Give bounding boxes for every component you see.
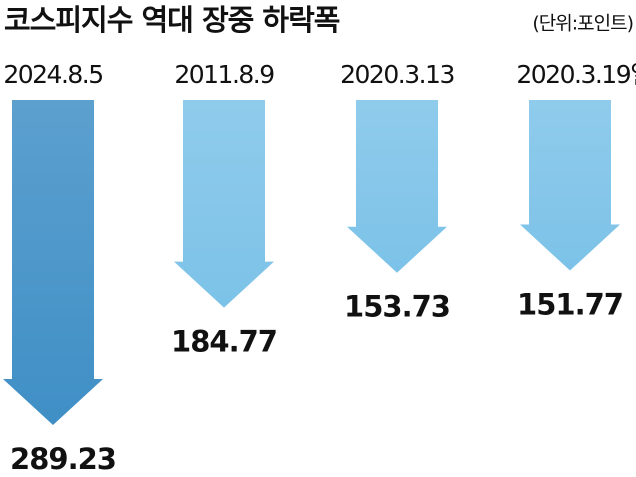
value-label: 153.73 [344,290,450,324]
value-label: 289.23 [10,442,116,476]
value-label: 184.77 [171,325,277,359]
x-tick-label: 2024.8.5 [3,60,102,89]
x-tick-label: 2011.8.9 [174,60,274,89]
x-tick-label: 2020.3.19일 [516,60,636,89]
chart-title: 코스피지수 역대 장중 하락폭 [4,3,340,37]
arrow [3,100,103,425]
arrow [520,100,620,271]
arrow [174,100,274,308]
arrow [347,100,447,273]
unit-label: (단위:포인트) [532,13,633,35]
x-tick-label: 2020.3.13 [340,60,454,89]
value-label: 151.77 [517,288,623,322]
